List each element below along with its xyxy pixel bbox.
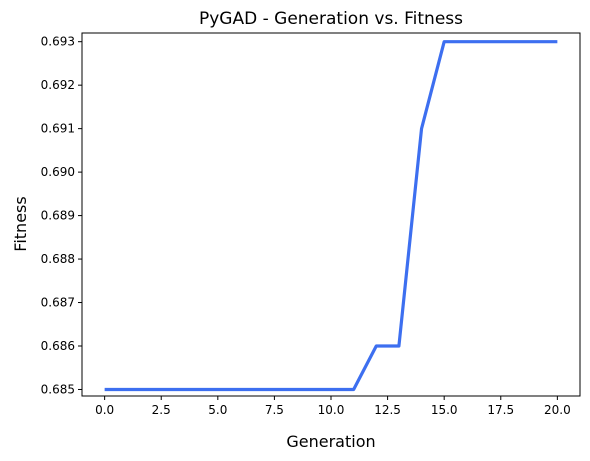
x-tick-label: 17.5 [487,403,514,417]
y-axis: 0.685 0.686 0.687 0.688 0.689 0.690 0.691 0.692… [41,35,82,396]
y-tick-label: 0.689 [41,209,75,223]
x-tick-label: 10.0 [318,403,345,417]
x-tick-label: 12.5 [374,403,401,417]
x-tick-label: 2.5 [152,403,171,417]
x-tick-label: 5.0 [208,403,227,417]
plot-area: 0.0 2.5 5.0 7.5 10.0 12.5 15.0 17.5 20.0 0.6850.… [41,32,581,417]
x-tick-label: 15.0 [431,403,458,417]
series-layer [104,40,558,392]
y-tick-label: 0.686 [41,339,75,353]
x-tick-label: 7.5 [265,403,284,417]
x-axis: 0.0 2.5 5.0 7.5 10.0 12.5 15.0 17.5 20.0 [95,396,571,417]
chart-title: PyGAD - Generation vs. Fitness [199,9,463,29]
y-tick-label: 0.685 [41,382,75,396]
x-tick-label: 0.0 [95,403,114,417]
y-tick-label: 0.687 [41,296,75,310]
y-tick-label: 0.690 [41,165,75,179]
x-tick-label: 20.0 [544,403,571,417]
y-tick-label: 0.692 [41,78,75,92]
y-tick-label: 0.691 [41,122,75,136]
y-axis-label: Fitness [11,196,30,251]
x-axis-label: Generation [286,432,375,451]
series-line-fitness [104,40,558,392]
plot-frame [81,32,581,397]
y-tick-label: 0.688 [41,252,75,266]
y-tick-label: 0.693 [41,35,75,49]
